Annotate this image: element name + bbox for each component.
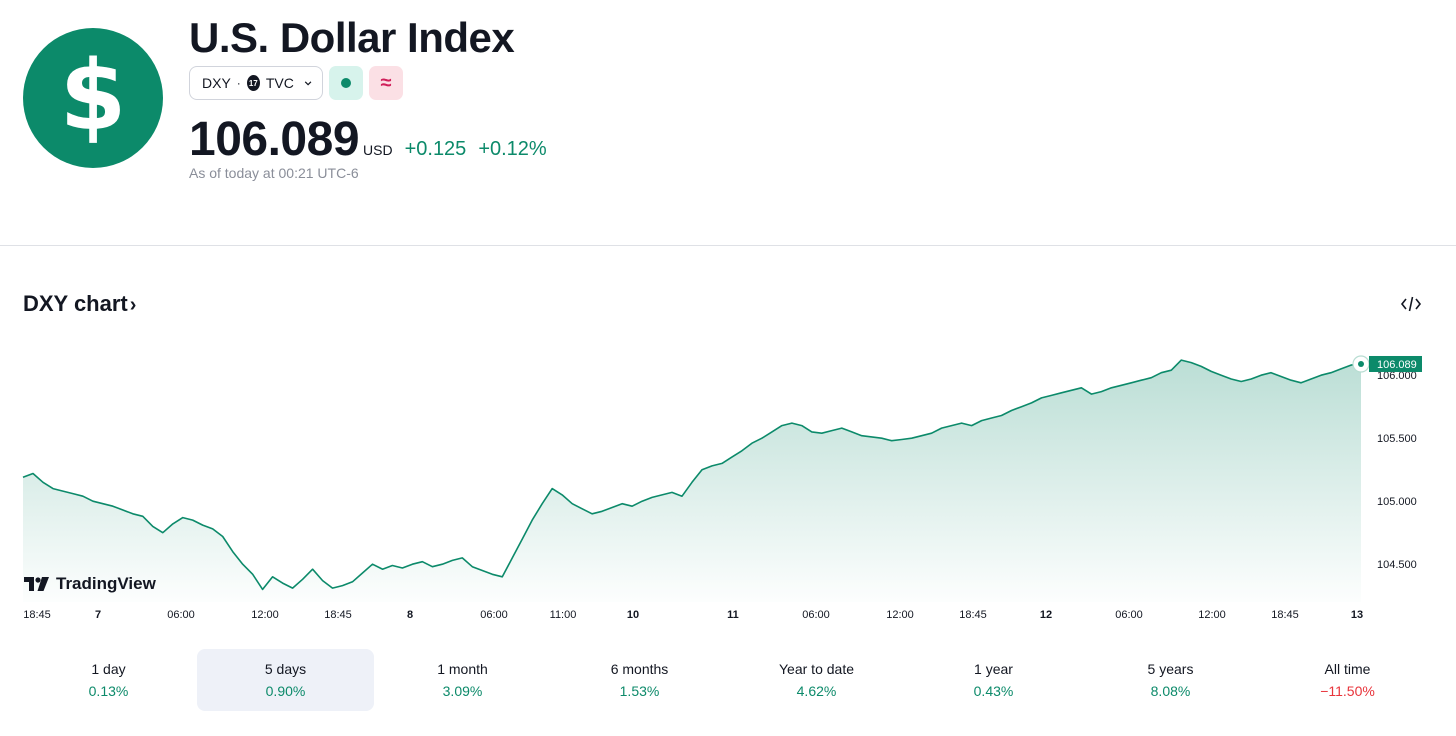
separator-dot: · bbox=[236, 76, 241, 90]
price-change-percent: +0.12% bbox=[478, 138, 547, 160]
price-area-fill bbox=[23, 360, 1361, 602]
section-divider bbox=[0, 245, 1456, 246]
period-change: 4.62% bbox=[796, 683, 837, 699]
x-tick-label: 12 bbox=[1040, 609, 1052, 621]
tradingview-logo[interactable]: TradingView bbox=[24, 574, 156, 594]
period-label: 1 year bbox=[974, 661, 1013, 677]
delayed-data-status[interactable]: ≈ bbox=[369, 66, 403, 100]
current-price-label: 106.089 bbox=[1377, 359, 1417, 371]
symbol-label: DXY bbox=[202, 75, 231, 91]
as-of-timestamp: As of today at 00:21 UTC-6 bbox=[189, 165, 359, 181]
x-tick-label: 18:45 bbox=[1271, 609, 1299, 621]
period-label: 1 day bbox=[91, 661, 126, 677]
delayed-icon: ≈ bbox=[380, 71, 392, 94]
x-tick-label: 11:00 bbox=[550, 609, 577, 621]
tradingview-icon bbox=[24, 577, 49, 591]
current-price-tag bbox=[1369, 355, 1422, 372]
period-tab-1-day[interactable]: 1 day 0.13% bbox=[20, 649, 197, 711]
market-open-status[interactable] bbox=[329, 66, 363, 100]
code-embed-icon[interactable] bbox=[1400, 294, 1422, 314]
exchange-label: TVC bbox=[265, 75, 294, 91]
period-change: 0.43% bbox=[973, 683, 1014, 699]
x-tick-label: 06:00 bbox=[1115, 609, 1143, 621]
period-change: 1.53% bbox=[619, 683, 660, 699]
chevron-down-icon bbox=[304, 81, 312, 86]
price-change: +0.125 bbox=[404, 138, 467, 160]
y-tick-label: 105.000 bbox=[1377, 496, 1417, 508]
dollar-logo: $ bbox=[23, 28, 163, 168]
period-selector: 1 day 0.13% 5 days 0.90% 1 month 3.09% 6 month… bbox=[20, 649, 1436, 711]
x-tick-label: 10 bbox=[627, 609, 639, 621]
period-label: All time bbox=[1324, 661, 1371, 677]
symbol-selector[interactable]: DXY · 17 TVC bbox=[189, 66, 323, 100]
price-row: 106.089 USD +0.125 +0.12% bbox=[189, 112, 547, 167]
x-tick-label: 18:45 bbox=[23, 609, 51, 621]
y-tick-label: 104.500 bbox=[1377, 559, 1417, 571]
x-tick-label: 18:45 bbox=[959, 609, 987, 621]
period-label: 1 month bbox=[437, 661, 488, 677]
last-price-dot bbox=[1358, 360, 1364, 367]
x-tick-label: 06:00 bbox=[802, 609, 830, 621]
period-tab-6-months[interactable]: 6 months 1.53% bbox=[551, 649, 728, 711]
last-price: 106.089 bbox=[189, 113, 360, 166]
chart-title-text: DXY chart bbox=[23, 291, 128, 316]
period-tab-5-years[interactable]: 5 years 8.08% bbox=[1082, 649, 1259, 711]
y-tick-label: 105.500 bbox=[1377, 433, 1417, 445]
period-change: 3.09% bbox=[442, 683, 483, 699]
x-tick-label: 12:00 bbox=[1198, 609, 1226, 621]
x-tick-label: 8 bbox=[407, 609, 413, 621]
x-tick-label: 7 bbox=[95, 609, 101, 621]
price-chart[interactable]: 106.000 105.500 105.000 104.500 106.089 18:4… bbox=[0, 340, 1456, 630]
x-tick-label: 06:00 bbox=[167, 609, 195, 621]
x-tick-label: 18:45 bbox=[324, 609, 352, 621]
page-title: U.S. Dollar Index bbox=[189, 14, 515, 61]
period-label: 5 years bbox=[1147, 661, 1194, 677]
exchange-logo-icon: 17 bbox=[246, 75, 260, 91]
x-tick-label: 12:00 bbox=[886, 609, 914, 621]
period-change: 0.90% bbox=[265, 683, 306, 699]
open-dot-icon bbox=[341, 78, 351, 88]
period-tab-5-days[interactable]: 5 days 0.90% bbox=[197, 649, 374, 711]
period-change: −11.50% bbox=[1320, 683, 1375, 699]
tradingview-wordmark: TradingView bbox=[56, 574, 156, 593]
period-label: 6 months bbox=[610, 661, 669, 677]
chevron-right-icon: › bbox=[129, 294, 137, 316]
dollar-sign-glyph: $ bbox=[59, 40, 127, 152]
x-tick-label: 12:00 bbox=[251, 609, 279, 621]
y-tick-label: 106.000 bbox=[1377, 370, 1417, 382]
period-change: 0.13% bbox=[88, 683, 129, 699]
period-tab-1-year[interactable]: 1 year 0.43% bbox=[905, 649, 1082, 711]
period-label: Year to date bbox=[779, 661, 854, 677]
period-change: 8.08% bbox=[1150, 683, 1191, 699]
x-tick-label: 06:00 bbox=[480, 609, 508, 621]
currency-label: USD bbox=[363, 142, 393, 158]
x-tick-label: 11 bbox=[727, 609, 739, 621]
period-tab-year-to-date[interactable]: Year to date 4.62% bbox=[728, 649, 905, 711]
period-label: 5 days bbox=[264, 661, 307, 677]
chart-title-link[interactable]: DXY chart › bbox=[23, 291, 136, 317]
x-tick-label: 13 bbox=[1351, 609, 1363, 621]
period-tab-all-time[interactable]: All time −11.50% bbox=[1259, 649, 1436, 711]
period-tab-1-month[interactable]: 1 month 3.09% bbox=[374, 649, 551, 711]
